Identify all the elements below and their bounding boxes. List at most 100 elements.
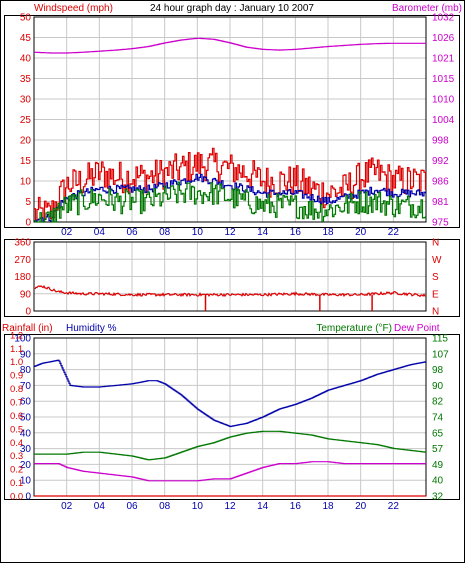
- right-tick-label: N: [432, 238, 439, 249]
- right-tick-label: N: [432, 307, 439, 318]
- right-tick-label: 90: [432, 381, 444, 392]
- left-tick-label: 10: [20, 177, 32, 188]
- x-tick-label: 08: [159, 501, 171, 512]
- rain-tick-label: 0.6: [10, 411, 23, 422]
- humidity-temperature-panel: 0 10 20 30 40 50 60 70 80 90 100 32 40 49 57 65 74 82 90 98…: [4, 330, 460, 512]
- left-tick-label: 25: [20, 115, 32, 126]
- x-tick-label: 10: [192, 227, 204, 238]
- left-tick-label: 90: [20, 289, 32, 300]
- right-tick-label: 1021: [432, 54, 455, 65]
- humidity-axis-label: Humidity %: [66, 323, 117, 334]
- right-tick-label: 1010: [432, 95, 455, 106]
- wind-direction-series: [34, 284, 426, 298]
- plot-area: [33, 241, 427, 312]
- right-tick-label: E: [432, 289, 439, 300]
- rain-tick-label: 0.8: [10, 384, 23, 395]
- x-tick-label: 08: [159, 227, 171, 238]
- x-tick-label: 04: [94, 227, 106, 238]
- left-tick-label: 360: [14, 238, 31, 249]
- left-tick-label: 270: [14, 255, 31, 266]
- right-tick-label: 986: [432, 177, 449, 188]
- rain-tick-label: 0.5: [10, 424, 23, 435]
- right-tick-label: 992: [432, 156, 449, 167]
- x-tick-label: 20: [355, 501, 367, 512]
- x-tick-label: 18: [322, 501, 334, 512]
- left-tick-label: 0: [25, 218, 31, 229]
- x-tick-label: 10: [192, 501, 204, 512]
- windspeed-axis-label: Windspeed (mph): [34, 3, 113, 14]
- series-line-green: [34, 181, 427, 223]
- left-tick-label: 50: [20, 13, 32, 24]
- right-tick-label: 1032: [432, 13, 455, 24]
- rainfall-axis-label: Rainfall (in): [2, 323, 53, 334]
- plot-area: [33, 16, 427, 223]
- right-tick-label: W: [432, 255, 442, 266]
- barometer-axis-label: Barometer (mb): [392, 3, 462, 14]
- x-tick-label: 14: [257, 501, 269, 512]
- left-tick-label: 60: [20, 397, 32, 408]
- right-tick-label: 107: [432, 349, 449, 360]
- right-tick-label: 998: [432, 136, 449, 147]
- rain-tick-label: 0.7: [10, 397, 23, 408]
- rain-tick-label: 0.9: [10, 371, 23, 382]
- rain-tick-label: 0.3: [10, 451, 23, 462]
- panel-frame: [4, 239, 460, 317]
- rain-tick-label: 1.2: [10, 330, 23, 341]
- series-line-blue: [34, 359, 427, 428]
- right-tick-label: 32: [432, 492, 444, 503]
- left-tick-label: 20: [20, 460, 32, 471]
- left-tick-label: 45: [20, 33, 32, 44]
- x-tick-label: 12: [224, 501, 236, 512]
- left-tick-label: 80: [20, 365, 32, 376]
- rain-tick-label: 0.2: [10, 465, 23, 476]
- x-tick-label: 04: [94, 501, 106, 512]
- right-tick-label: S: [432, 272, 439, 283]
- right-tick-label: 49: [432, 460, 444, 471]
- right-tick-label: 981: [432, 197, 449, 208]
- right-tick-label: 57: [432, 444, 444, 455]
- right-tick-label: 1004: [432, 115, 455, 126]
- left-tick-label: 0: [25, 307, 31, 318]
- x-tick-label: 12: [224, 227, 236, 238]
- x-tick-label: 06: [126, 501, 138, 512]
- rain-tick-label: 0.4: [10, 438, 23, 449]
- right-tick-label: 115: [432, 334, 448, 345]
- left-tick-label: 50: [20, 413, 32, 424]
- left-tick-label: 40: [20, 428, 32, 439]
- left-tick-label: 40: [20, 54, 32, 65]
- right-tick-label: 40: [432, 476, 444, 487]
- right-tick-label: 1015: [432, 74, 455, 85]
- x-tick-label: 16: [290, 227, 302, 238]
- left-tick-label: 5: [25, 197, 31, 208]
- x-tick-label: 16: [290, 501, 302, 512]
- x-tick-label: 02: [61, 227, 73, 238]
- panel-frame: [4, 334, 460, 500]
- x-tick-label: 22: [388, 501, 400, 512]
- right-tick-label: 1026: [432, 33, 455, 44]
- page-title: 24 hour graph day : January 10 2007: [150, 3, 314, 14]
- left-tick-label: 180: [14, 272, 31, 283]
- x-tick-label: 18: [322, 227, 334, 238]
- series-line-magenta: [34, 37, 426, 54]
- panel-frame: [4, 15, 460, 228]
- x-tick-label: 14: [257, 227, 269, 238]
- left-tick-label: 35: [20, 74, 32, 85]
- x-tick-label: 02: [61, 501, 73, 512]
- series-line-magenta: [34, 461, 426, 482]
- x-tick-label: 06: [126, 227, 138, 238]
- left-tick-label: 0: [25, 492, 31, 503]
- right-tick-label: 98: [432, 365, 444, 376]
- left-tick-label: 10: [20, 476, 32, 487]
- left-tick-label: 70: [20, 381, 32, 392]
- left-tick-label: 20: [20, 136, 32, 147]
- wind-barometer-panel: 0510152025303540455097598198699299810041…: [4, 13, 460, 238]
- dewpoint-axis-label: Dew Point: [394, 323, 440, 334]
- rain-tick-label: 1.1: [10, 344, 23, 355]
- right-tick-label: 65: [432, 428, 444, 439]
- left-tick-label: 15: [20, 156, 32, 167]
- temperature-axis-label: Temperature (°F): [316, 323, 392, 334]
- rain-tick-label: 1.0: [10, 357, 23, 368]
